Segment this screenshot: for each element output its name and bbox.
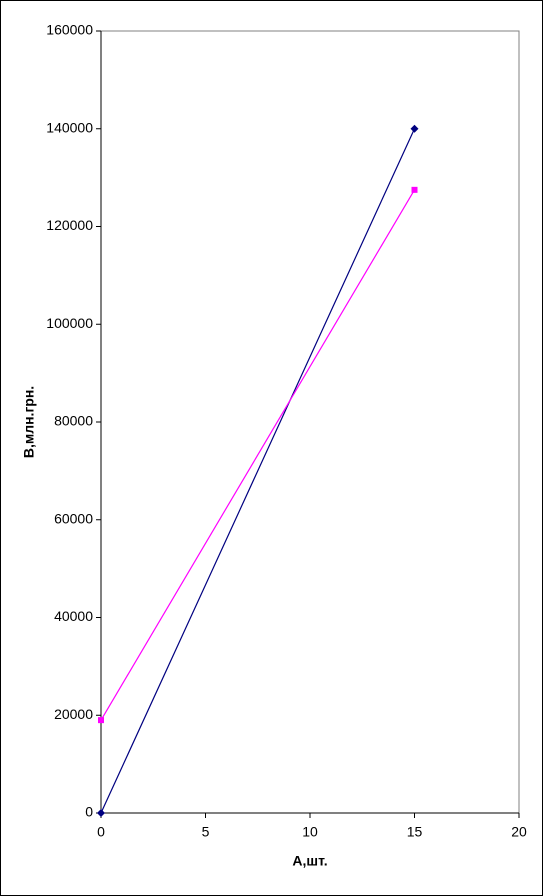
y-tick-label: 0 — [85, 804, 93, 820]
y-tick-label: 120000 — [46, 217, 93, 233]
y-tick-label: 40000 — [54, 608, 93, 624]
marker — [411, 186, 418, 193]
x-tick-label: 5 — [202, 824, 210, 840]
x-tick-label: 20 — [511, 824, 527, 840]
y-axis-label: В,млн.грн. — [21, 386, 37, 458]
x-tick-label: 15 — [407, 824, 423, 840]
marker — [410, 124, 419, 133]
y-tick-label: 140000 — [46, 119, 93, 135]
series-line — [100, 189, 416, 721]
y-tick-label: 160000 — [46, 22, 93, 38]
y-tick-label: 80000 — [54, 413, 93, 429]
y-tick-label: 20000 — [54, 706, 93, 722]
marker — [98, 717, 104, 724]
x-axis-label: А,шт. — [292, 853, 327, 869]
series-line — [100, 128, 416, 814]
x-tick-label: 0 — [97, 824, 105, 840]
plot-area — [100, 30, 520, 814]
y-tick-label: 100000 — [46, 315, 93, 331]
marker — [97, 809, 105, 817]
y-tick-label: 60000 — [54, 510, 93, 526]
x-tick-label: 10 — [302, 824, 318, 840]
